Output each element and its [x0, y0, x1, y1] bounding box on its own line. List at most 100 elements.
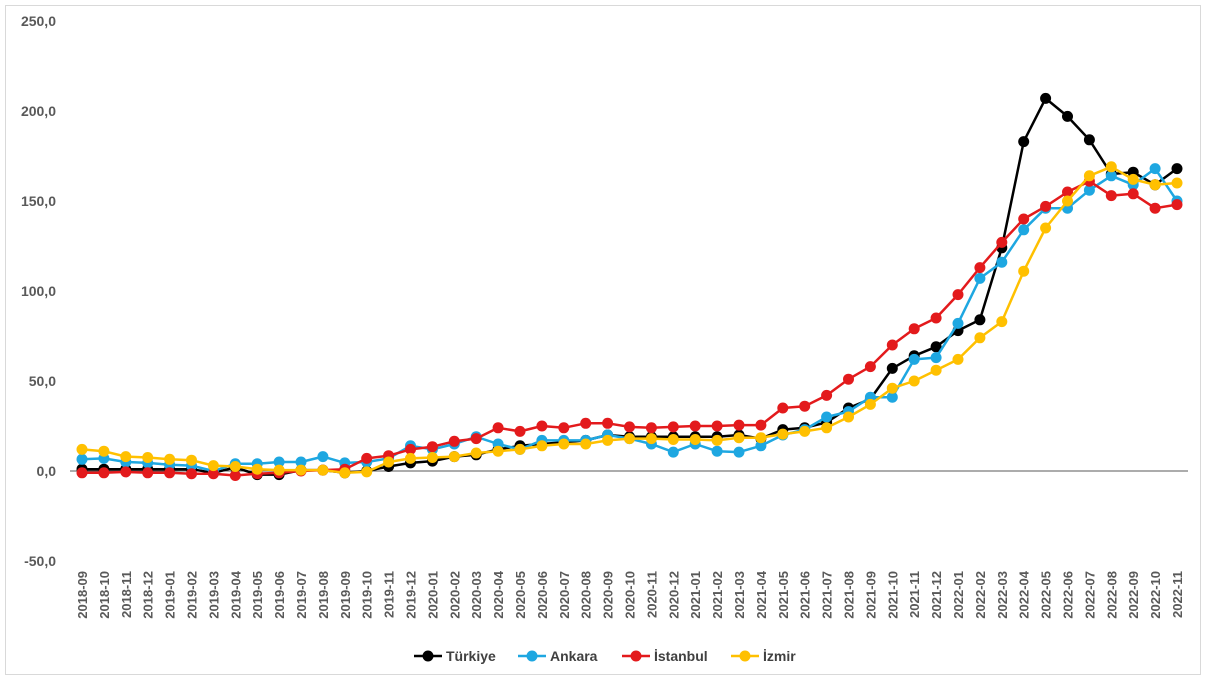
data-point	[733, 419, 745, 431]
data-point	[1171, 163, 1183, 175]
data-point	[996, 236, 1008, 248]
legend-item: Türkiye	[414, 648, 496, 664]
x-tick-label: 2022-06	[1061, 571, 1076, 619]
data-point	[1040, 200, 1052, 212]
data-point	[930, 312, 942, 324]
x-tick-label: 2021-08	[842, 571, 857, 619]
data-point	[886, 339, 898, 351]
data-point	[755, 440, 767, 452]
data-point	[667, 434, 679, 445]
x-tick-label: 2019-07	[294, 571, 309, 619]
data-point	[361, 452, 373, 464]
data-point	[952, 353, 964, 365]
x-tick-label: 2021-11	[907, 571, 922, 618]
data-point	[755, 419, 767, 431]
data-point	[426, 452, 438, 463]
x-tick-label: 2020-08	[579, 571, 594, 619]
y-tick-label: 100,0	[21, 283, 56, 299]
data-point	[295, 464, 307, 476]
x-tick-label: 2019-09	[338, 571, 353, 619]
data-point	[470, 447, 482, 459]
legend-marker	[630, 650, 642, 662]
x-tick-label: 2020-03	[469, 571, 484, 619]
x-tick-label: 2020-01	[425, 571, 440, 619]
data-point	[1018, 213, 1030, 225]
data-point	[251, 463, 263, 475]
data-point	[536, 420, 548, 432]
x-tick-label: 2021-05	[776, 571, 791, 619]
data-point	[207, 468, 219, 480]
data-point	[886, 362, 898, 374]
data-point	[755, 432, 767, 444]
data-point	[799, 400, 811, 412]
y-tick-label: 50,0	[29, 373, 56, 389]
data-point	[317, 464, 329, 476]
data-point	[514, 425, 526, 437]
x-tick-label: 2020-10	[623, 571, 638, 619]
data-point	[1149, 179, 1161, 191]
data-point	[974, 332, 986, 344]
data-point	[974, 262, 986, 274]
data-point	[361, 466, 373, 478]
data-point	[514, 443, 526, 455]
x-tick-label: 2019-01	[163, 571, 178, 619]
data-point	[405, 443, 416, 455]
x-tick-label: 2020-12	[666, 571, 681, 619]
y-tick-label: 0,0	[37, 463, 57, 479]
data-point	[908, 375, 920, 387]
data-point	[580, 417, 592, 429]
legend-item: Ankara	[518, 648, 598, 664]
data-point	[930, 352, 942, 364]
x-tick-label: 2022-11	[1170, 571, 1185, 618]
data-point	[952, 317, 964, 329]
data-point	[602, 417, 614, 429]
legend-label: Türkiye	[446, 648, 496, 664]
data-point	[908, 353, 920, 365]
data-point	[558, 422, 570, 434]
x-tick-label: 2019-02	[185, 571, 200, 619]
data-point	[711, 434, 723, 446]
y-axis-tick-labels: -50,0 0,0 50,0 100,0 150,0 200,0 250,0	[21, 13, 56, 569]
x-tick-label: 2022-07	[1082, 571, 1097, 619]
data-point	[777, 402, 789, 414]
data-point	[711, 445, 723, 457]
data-point	[1149, 202, 1161, 214]
data-point	[864, 361, 876, 373]
data-point	[1040, 92, 1052, 104]
data-point	[1171, 177, 1183, 189]
x-tick-label: 2020-11	[644, 571, 659, 618]
x-tick-label: 2022-09	[1126, 571, 1141, 619]
data-point	[864, 398, 876, 410]
data-point	[821, 422, 833, 434]
data-point	[470, 433, 482, 445]
data-point	[930, 364, 942, 376]
data-point	[76, 443, 88, 455]
data-point	[1018, 265, 1030, 277]
data-point	[164, 467, 176, 479]
legend-marker	[422, 650, 434, 662]
data-point	[229, 470, 241, 481]
x-tick-label: 2022-03	[995, 571, 1010, 619]
y-tick-label: 200,0	[21, 103, 56, 119]
x-tick-label: 2018-10	[97, 571, 112, 619]
data-point	[1062, 195, 1073, 207]
data-point	[843, 411, 854, 423]
chart-frame	[5, 5, 1201, 675]
data-point	[624, 433, 635, 445]
data-point	[164, 453, 176, 465]
x-tick-label: 2019-05	[250, 571, 265, 619]
data-point	[273, 456, 285, 468]
legend-item: İstanbul	[622, 648, 708, 664]
data-point	[886, 382, 898, 394]
data-point	[1040, 222, 1052, 234]
x-tick-label: 2021-07	[820, 571, 835, 619]
data-point	[886, 391, 898, 403]
data-point	[645, 433, 657, 445]
data-point	[799, 425, 811, 437]
data-point	[142, 452, 154, 463]
data-point	[536, 440, 548, 452]
data-point	[339, 467, 351, 479]
x-tick-label: 2022-10	[1148, 571, 1163, 619]
data-point	[426, 441, 438, 453]
